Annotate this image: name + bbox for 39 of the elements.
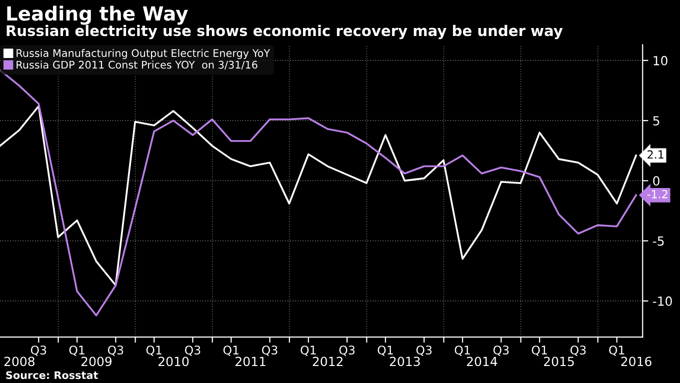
x2-tick-label: 2009 <box>81 356 112 366</box>
line-series <box>0 105 637 286</box>
chart-title: Leading the Way <box>7 6 188 25</box>
y-tick-label: 0 <box>653 176 660 186</box>
x-tick-label: Q1 <box>223 346 238 356</box>
x2-tick-label: 2008 <box>4 356 34 366</box>
x-tick-label: Q1 <box>146 346 162 356</box>
y-tick-label: -5 <box>652 236 664 246</box>
x-tick-label: Q3 <box>262 346 278 356</box>
x-tick-label: Q1 <box>69 346 84 356</box>
x2-tick-label: 2011 <box>236 356 266 366</box>
y-tick-label: 10 <box>654 56 668 66</box>
x2-tick-label: 2015 <box>544 356 574 366</box>
x-tick-label: Q3 <box>185 346 200 356</box>
source-note: Source: Rosstat <box>6 371 98 380</box>
x-tick-label: Q3 <box>493 346 509 356</box>
x-tick-label: Q1 <box>532 346 547 356</box>
x2-tick-label: 2014 <box>466 356 498 366</box>
x-tick-label: Q3 <box>339 346 355 356</box>
x-tick-label: Q1 <box>378 346 393 356</box>
x2-tick-label: 2012 <box>312 356 342 366</box>
data-label: -1.2 <box>647 190 668 198</box>
chart-subtitle: Russian electricity use shows economic recovery may be under way <box>6 24 563 40</box>
x-tick-label: Q3 <box>108 346 124 356</box>
x-tick-label: Q3 <box>416 346 432 356</box>
x-tick-label: Q3 <box>30 346 46 356</box>
x-tick-label: Q1 <box>300 346 316 356</box>
x-tick-label: Q1 <box>454 346 470 356</box>
x2-tick-label: 2010 <box>158 356 189 366</box>
line-series <box>0 69 637 316</box>
x2-tick-label: 2013 <box>390 356 420 366</box>
x2-tick-label: 2016 <box>621 356 652 366</box>
legend-label: Russia Manufacturing Output Electric Energy YoY <box>16 48 270 60</box>
legend-label: Russia GDP 2011 Const Prices YOY on 3/31/16 <box>16 60 258 70</box>
x-tick-label: Q3 <box>570 346 586 356</box>
x-tick-label: Q1 <box>609 346 624 356</box>
y-tick-label: -10 <box>652 296 672 306</box>
data-label: 2.1 <box>648 150 664 159</box>
y-tick-label: 5 <box>653 116 660 126</box>
